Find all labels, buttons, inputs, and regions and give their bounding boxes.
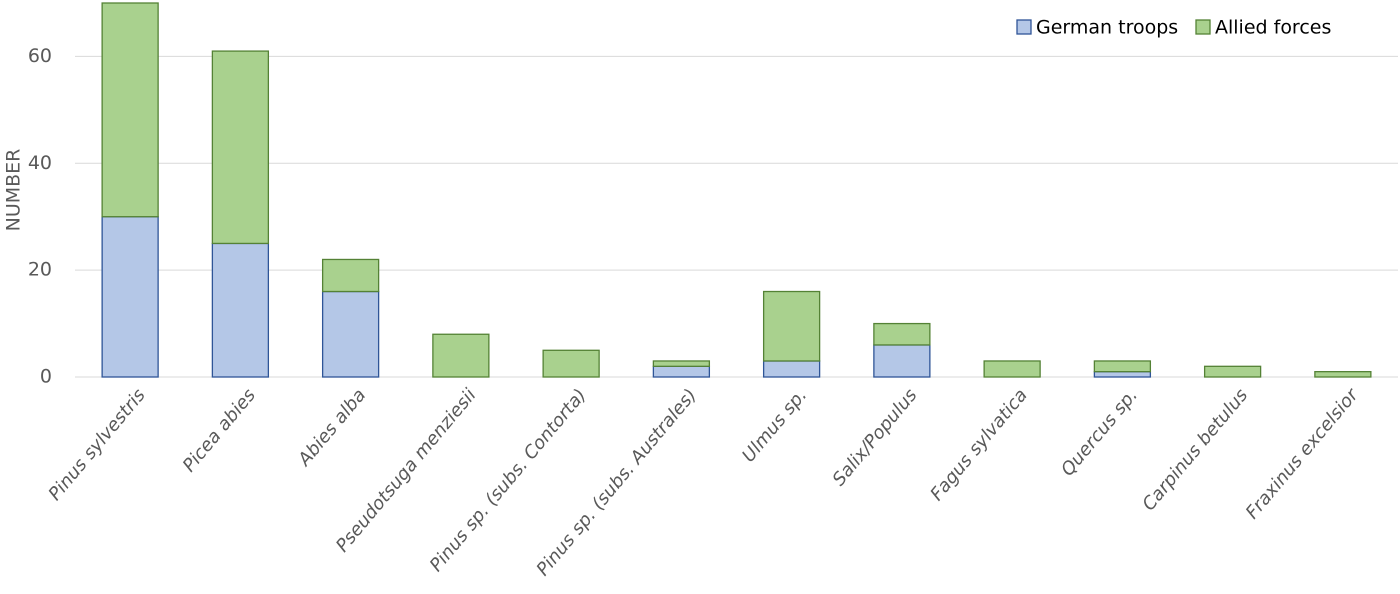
y-tick-label: 20 [28, 259, 52, 281]
bar-segment [1314, 371, 1372, 378]
y-axis-label: NUMBER [3, 149, 25, 232]
bar-segment [652, 365, 711, 378]
legend-swatch [1195, 19, 1211, 35]
bar-segment [652, 360, 711, 367]
x-tick-label: Fagus sylvatica [926, 385, 1031, 505]
bar-segment [542, 349, 600, 378]
x-tick-label: Abies alba [294, 385, 371, 471]
bar-segment [1203, 365, 1262, 378]
legend-label: Allied forces [1215, 17, 1331, 39]
bar-segment [211, 242, 270, 378]
y-tick-label: 40 [28, 152, 52, 174]
bar-segment [873, 344, 931, 378]
x-tick-label: Salix/Populus [829, 385, 922, 490]
bar-segment [101, 2, 159, 218]
bar-segment [321, 258, 380, 293]
x-tick-label: Carpinus betulus [1138, 385, 1252, 515]
bar-segment [762, 360, 821, 378]
bar-segment [762, 290, 821, 362]
y-tick-label: 60 [28, 45, 52, 67]
x-tick-label: Quercus sp. [1057, 385, 1142, 480]
x-tick-label: Fraxinus excelsior [1242, 384, 1364, 523]
bar-segment [211, 50, 270, 245]
x-tick-label: Pinus sylvestris [45, 385, 150, 505]
bar-segment [1093, 360, 1152, 373]
legend-label: German troops [1036, 17, 1178, 39]
bar-segment [432, 333, 490, 378]
y-tick-label: 0 [40, 366, 52, 388]
bar-segment [1093, 371, 1152, 378]
bar-segment [983, 360, 1041, 378]
legend-swatch [1016, 19, 1032, 35]
bar-segment [873, 322, 931, 346]
x-tick-label: Picea abies [179, 385, 260, 476]
bar-segment [321, 290, 380, 378]
x-tick-label: Ulmus sp. [738, 385, 811, 466]
bar-segment [101, 216, 159, 378]
